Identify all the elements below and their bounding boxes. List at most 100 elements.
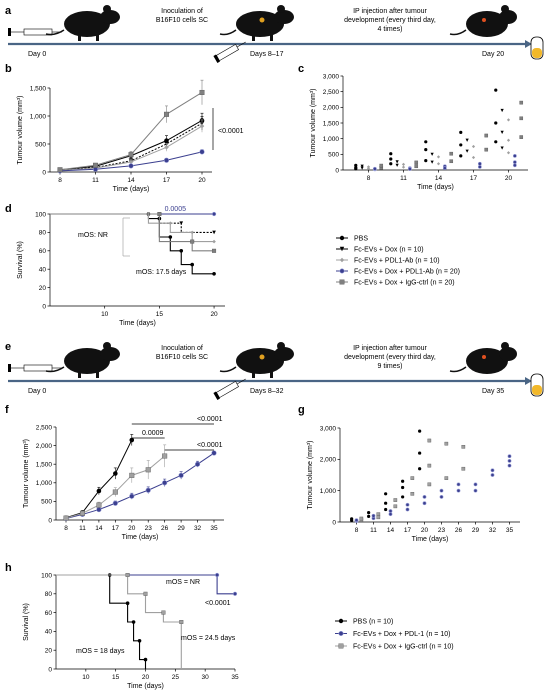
data-point xyxy=(449,159,454,164)
x-tick-label: 35 xyxy=(231,674,239,681)
x-tick-label: 32 xyxy=(194,525,202,532)
x-tick-label: 8 xyxy=(367,175,371,182)
x-tick-label: 20 xyxy=(210,311,218,318)
timeline-end: Day 35 xyxy=(482,388,504,395)
event2-line2: development (every third day, xyxy=(344,17,436,24)
data-point xyxy=(471,155,476,160)
data-point xyxy=(519,116,524,121)
y-tick-label: 1,000 xyxy=(36,480,53,487)
data-point xyxy=(384,501,388,505)
x-axis-label: Time (days) xyxy=(119,320,156,327)
y-tick-label: 500 xyxy=(35,141,46,148)
series-line xyxy=(65,452,215,519)
data-point xyxy=(401,165,406,169)
tube-icon xyxy=(530,373,544,397)
data-point xyxy=(389,152,393,156)
data-point xyxy=(500,130,504,134)
y-tick-label: 1,500 xyxy=(36,462,53,469)
data-point xyxy=(512,163,517,168)
y-axis-label: Tumour volume (mm³) xyxy=(307,441,314,510)
data-point xyxy=(507,458,512,463)
x-tick-label: 15 xyxy=(112,674,120,681)
data-point xyxy=(507,463,512,468)
data-point xyxy=(112,489,118,495)
y-tick-label: 1,000 xyxy=(30,113,47,120)
censor-mark xyxy=(212,239,216,244)
x-tick-label: 29 xyxy=(472,527,480,534)
data-point xyxy=(473,488,478,493)
legend-label: PBS xyxy=(354,236,368,243)
data-point xyxy=(199,149,205,155)
data-point xyxy=(366,165,371,169)
censor-mark xyxy=(179,620,184,625)
censor-mark xyxy=(190,230,194,235)
data-point xyxy=(430,152,434,156)
x-tick-label: 32 xyxy=(489,527,497,534)
survival-curve xyxy=(50,213,215,233)
tube-icon xyxy=(530,36,544,60)
y-tick-label: 500 xyxy=(41,499,52,506)
data-point xyxy=(444,441,449,446)
data-point xyxy=(471,144,476,149)
data-point xyxy=(393,498,398,502)
event2-line1: IP injection after tumour xyxy=(353,8,427,15)
chart-c: 8 11 14 17 20 0 500 1,000 1,500 2,000 2,500 3,000 Ti… xyxy=(310,73,528,191)
data-point xyxy=(456,482,461,487)
data-point xyxy=(211,450,217,456)
pvalue-f3: <0.0001 xyxy=(197,442,223,449)
pvalue-d: 0.0005 xyxy=(165,206,187,213)
data-point xyxy=(389,157,393,161)
mouse-icon xyxy=(219,5,294,41)
panel-label-f: f xyxy=(5,404,9,416)
y-tick-label: 100 xyxy=(35,211,46,218)
data-point xyxy=(500,108,504,113)
y-tick-label: 80 xyxy=(39,230,47,237)
y-tick-label: 3,000 xyxy=(323,73,340,80)
data-point xyxy=(388,512,393,517)
data-point xyxy=(459,154,463,158)
data-point xyxy=(96,502,102,508)
pvalue-h: <0.0001 xyxy=(205,600,231,607)
data-point xyxy=(367,514,371,518)
x-tick-label: 10 xyxy=(101,311,109,318)
y-axis-label: Tumour volume (mm³) xyxy=(310,89,317,158)
data-point xyxy=(79,510,85,516)
x-tick-label: 10 xyxy=(82,674,90,681)
timeline-arrowhead xyxy=(525,377,532,385)
y-tick-label: 60 xyxy=(39,248,47,255)
mos-d: mOS: 17.5 days xyxy=(136,269,187,276)
data-point xyxy=(477,161,482,166)
censor-mark xyxy=(179,249,184,253)
data-point xyxy=(384,507,388,512)
legend-label: Fc-EVs + Dox (n = 10) xyxy=(354,247,424,254)
data-point xyxy=(393,504,398,509)
mos-h-igg: mOS = 24.5 days xyxy=(181,635,236,642)
censor-mark xyxy=(190,262,194,267)
x-tick-label: 14 xyxy=(127,177,135,184)
data-point xyxy=(354,167,358,171)
legend-marker xyxy=(339,279,345,285)
data-point xyxy=(92,162,98,168)
data-point xyxy=(405,507,410,512)
data-point xyxy=(494,121,498,125)
chart-f: 8 11 14 17 20 23 26 29 32 35 0 500 1,000 1,500 2,000 2,… xyxy=(23,423,224,541)
data-point xyxy=(439,495,444,499)
data-point xyxy=(360,166,364,170)
data-point xyxy=(388,509,393,513)
x-tick-label: 25 xyxy=(172,674,180,681)
timeline-end: Day 20 xyxy=(482,51,504,58)
legend-marker xyxy=(338,618,344,624)
data-point xyxy=(512,153,517,158)
data-point xyxy=(424,148,428,152)
data-point xyxy=(407,167,412,171)
x-axis-label: Time (days) xyxy=(122,534,159,541)
data-point xyxy=(359,516,364,521)
chart-b: 8 11 14 17 20 0 500 1,000 1,500 Time (days) Tumour… xyxy=(17,79,214,193)
data-point xyxy=(401,479,405,483)
legend-marker xyxy=(339,257,345,263)
x-tick-label: 11 xyxy=(92,177,99,184)
x-tick-label: 30 xyxy=(202,674,210,681)
data-point xyxy=(506,151,511,155)
series-line xyxy=(65,455,165,519)
